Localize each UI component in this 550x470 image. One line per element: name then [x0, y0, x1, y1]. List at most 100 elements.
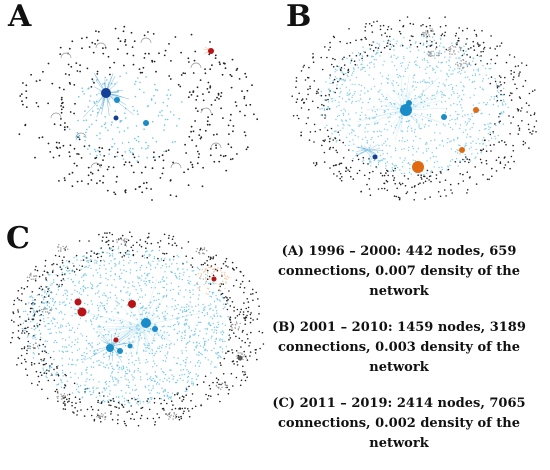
network-node — [409, 120, 410, 121]
network-node — [154, 256, 155, 257]
network-node — [156, 141, 158, 143]
network-node — [185, 289, 186, 290]
network-node — [434, 98, 435, 99]
network-node — [51, 367, 52, 368]
network-node — [152, 277, 153, 278]
network-node — [76, 135, 78, 137]
network-node — [78, 137, 80, 139]
network-node — [41, 303, 42, 304]
network-node — [155, 102, 157, 104]
isolated-node — [20, 324, 22, 326]
network-node — [189, 312, 190, 313]
network-node — [178, 313, 179, 314]
network-node — [98, 416, 99, 417]
isolated-node — [445, 179, 447, 181]
network-node — [452, 159, 453, 160]
network-node — [384, 61, 385, 62]
network-node — [460, 48, 461, 49]
network-node — [168, 98, 170, 100]
isolated-node — [115, 28, 117, 30]
isolated-node — [209, 85, 211, 87]
network-node — [143, 92, 145, 94]
network-node — [137, 77, 139, 79]
network-node — [42, 350, 43, 351]
network-node — [215, 305, 216, 306]
isolated-node — [484, 140, 486, 142]
network-node — [122, 366, 123, 367]
network-node — [101, 413, 102, 414]
network-node — [51, 307, 52, 308]
isolated-node — [232, 59, 234, 61]
isolated-node — [220, 364, 222, 366]
isolated-node — [164, 234, 166, 236]
isolated-node — [370, 194, 372, 196]
isolated-node — [87, 409, 89, 411]
hub-node — [473, 107, 479, 113]
isolated-node — [233, 307, 235, 309]
network-node — [75, 364, 76, 365]
network-node — [168, 418, 169, 419]
isolated-node — [509, 95, 511, 97]
network-node — [163, 360, 164, 361]
network-node — [342, 59, 343, 60]
network-node — [184, 309, 185, 310]
isolated-node — [394, 195, 396, 197]
isolated-node — [202, 185, 204, 187]
network-node — [127, 287, 128, 288]
network-node — [165, 391, 166, 392]
isolated-node — [163, 408, 165, 410]
isolated-node — [131, 32, 133, 34]
network-node — [179, 276, 180, 277]
isolated-node — [207, 120, 209, 122]
isolated-node — [74, 271, 76, 273]
network-node — [126, 292, 127, 293]
network-node — [214, 269, 215, 270]
network-node — [50, 333, 51, 334]
network-node — [188, 326, 189, 327]
network-node — [216, 310, 217, 311]
network-node — [354, 84, 355, 85]
network-node — [46, 302, 47, 303]
network-node — [145, 294, 146, 295]
isolated-node — [145, 247, 147, 249]
isolated-node — [51, 83, 53, 85]
network-node — [455, 151, 456, 152]
network-node — [76, 313, 77, 314]
network-node — [197, 248, 198, 249]
network-node — [224, 275, 225, 276]
network-node — [416, 65, 417, 66]
network-node — [205, 341, 206, 342]
network-node — [454, 69, 455, 70]
isolated-node — [376, 21, 378, 23]
network-node — [56, 342, 57, 343]
isolated-node — [372, 171, 374, 173]
network-node — [213, 323, 214, 324]
network-node — [109, 363, 110, 364]
network-node — [170, 111, 172, 113]
network-node — [467, 66, 468, 67]
network-node — [90, 344, 91, 345]
network-node — [137, 398, 138, 399]
network-node — [371, 88, 372, 89]
isolated-node — [124, 244, 126, 246]
network-node — [139, 89, 141, 91]
network-node — [460, 104, 461, 105]
isolated-node — [203, 100, 205, 102]
network-node — [136, 125, 138, 127]
isolated-node — [458, 183, 460, 185]
isolated-node — [113, 62, 115, 64]
network-node — [140, 267, 141, 268]
network-node — [43, 318, 44, 319]
network-node — [101, 126, 103, 128]
network-node — [88, 310, 89, 311]
network-node — [174, 412, 175, 413]
isolated-node — [363, 157, 365, 159]
network-node — [23, 311, 24, 312]
network-node — [134, 364, 135, 365]
isolated-node — [316, 91, 318, 93]
isolated-node — [256, 118, 258, 120]
isolated-node — [210, 154, 212, 156]
isolated-node — [228, 133, 230, 135]
isolated-node — [154, 424, 156, 426]
isolated-node — [518, 125, 520, 127]
